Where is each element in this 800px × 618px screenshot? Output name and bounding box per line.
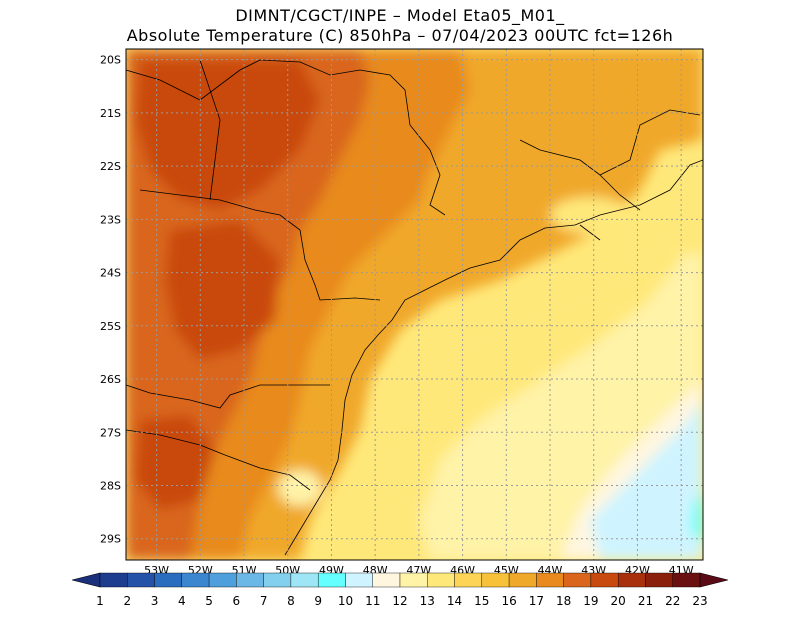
colorbar-cell	[236, 572, 264, 588]
colorbar-label: 12	[392, 594, 407, 608]
colorbar-label: 2	[123, 594, 131, 608]
colorbar-label: 15	[474, 594, 489, 608]
colorbar-cell	[617, 572, 646, 588]
lat-tick-label: 27S	[100, 426, 121, 439]
colorbar-label: 16	[501, 594, 516, 608]
colorbar-cell	[263, 572, 292, 588]
lat-tick-label: 20S	[100, 54, 121, 67]
colorbar-cell	[290, 572, 319, 588]
colorbar-label: 4	[178, 594, 186, 608]
colorbar-label: 5	[205, 594, 213, 608]
lat-tick-label: 26S	[100, 373, 121, 386]
colorbar-cell	[563, 572, 592, 588]
map-title-line1: DIMNT/CGCT/INPE – Model Eta05_M01_	[235, 6, 565, 25]
colorbar-cell	[154, 572, 183, 588]
colorbar-label: 20	[611, 594, 626, 608]
colorbar-cell	[372, 572, 401, 588]
lat-tick-label: 29S	[100, 533, 121, 546]
colorbar-cell	[454, 572, 483, 588]
colorbar-label: 18	[556, 594, 571, 608]
colorbar-cell	[590, 572, 619, 588]
colorbar-cell	[427, 572, 455, 588]
lat-tick-label: 22S	[100, 160, 121, 173]
colorbar-label: 17	[529, 594, 544, 608]
colorbar-label: 9	[314, 594, 322, 608]
colorbar-label: 6	[233, 594, 241, 608]
colorbar-cell	[317, 572, 346, 588]
lat-tick-label: 28S	[100, 479, 121, 492]
map-title-line2: Absolute Temperature (C) 850hPa – 07/04/…	[126, 26, 674, 45]
temperature-field	[126, 49, 703, 560]
colorbar-cell	[536, 572, 564, 588]
lat-tick-label: 25S	[100, 320, 121, 333]
colorbar-label: 7	[260, 594, 268, 608]
colorbar-label: 8	[287, 594, 295, 608]
colorbar-label: 22	[665, 594, 680, 608]
colorbar-label: 11	[365, 594, 380, 608]
colorbar-cell	[481, 572, 510, 588]
colorbar-label: 13	[420, 594, 435, 608]
latitude-axis: 20S 21S 22S 23S 24S 25S 26S 27S 28S 29S	[100, 54, 121, 546]
colorbar-label: 10	[338, 594, 353, 608]
colorbar: 1 2 3 4 5 6 7 8 9 10 11 12 13 14 15 16 17 18 19 20 21 22 23	[71, 572, 729, 608]
colorbar-label: 3	[151, 594, 159, 608]
colorbar-label: 14	[447, 594, 462, 608]
colorbar-over-arrow	[699, 572, 729, 588]
colorbar-cell	[127, 572, 155, 588]
colorbar-cell	[181, 572, 210, 588]
lat-tick-label: 21S	[100, 107, 121, 120]
colorbar-cell	[345, 572, 373, 588]
colorbar-cell	[208, 572, 237, 588]
colorbar-label: 1	[96, 594, 104, 608]
lat-tick-label: 23S	[100, 213, 121, 226]
colorbar-cell	[645, 572, 673, 588]
grid-lines	[126, 49, 703, 560]
colorbar-label: 23	[692, 594, 707, 608]
colorbar-label: 21	[638, 594, 653, 608]
colorbar-cell	[672, 572, 701, 588]
colorbar-cell	[508, 572, 537, 588]
map-frame	[125, 48, 704, 561]
lat-tick-label: 24S	[100, 267, 121, 280]
colorbar-under-arrow	[71, 572, 101, 588]
colorbar-cell	[399, 572, 428, 588]
colorbar-cell	[99, 572, 128, 588]
colorbar-label: 19	[583, 594, 598, 608]
state-borders	[126, 59, 703, 556]
